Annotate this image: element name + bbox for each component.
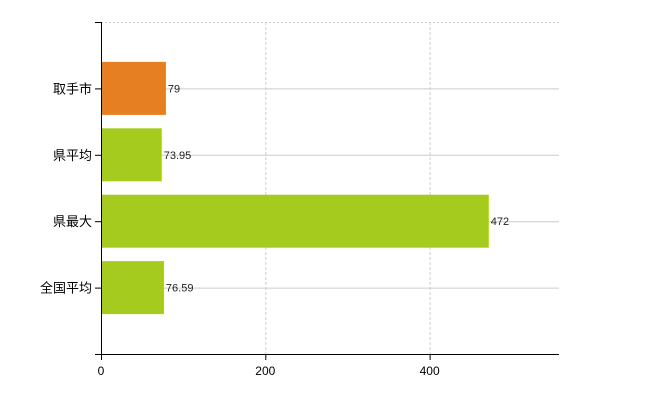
bars (102, 61, 489, 315)
x-tick-label: 0 (98, 364, 105, 378)
data-label: 76.59 (166, 283, 194, 295)
bar (102, 194, 489, 248)
category-label: 取手市 (53, 81, 92, 96)
data-label: 79 (168, 83, 180, 95)
axes (95, 22, 559, 360)
data-label: 73.95 (164, 150, 192, 162)
x-tick-label: 400 (420, 364, 440, 378)
bar (102, 128, 162, 182)
category-label: 全国平均 (40, 281, 92, 296)
x-tick-label: 200 (255, 364, 275, 378)
bar (102, 61, 166, 115)
category-label: 県最大 (53, 214, 92, 229)
grid (101, 22, 559, 354)
category-label: 県平均 (53, 148, 92, 163)
data-label: 472 (491, 216, 509, 228)
bar (102, 261, 164, 315)
